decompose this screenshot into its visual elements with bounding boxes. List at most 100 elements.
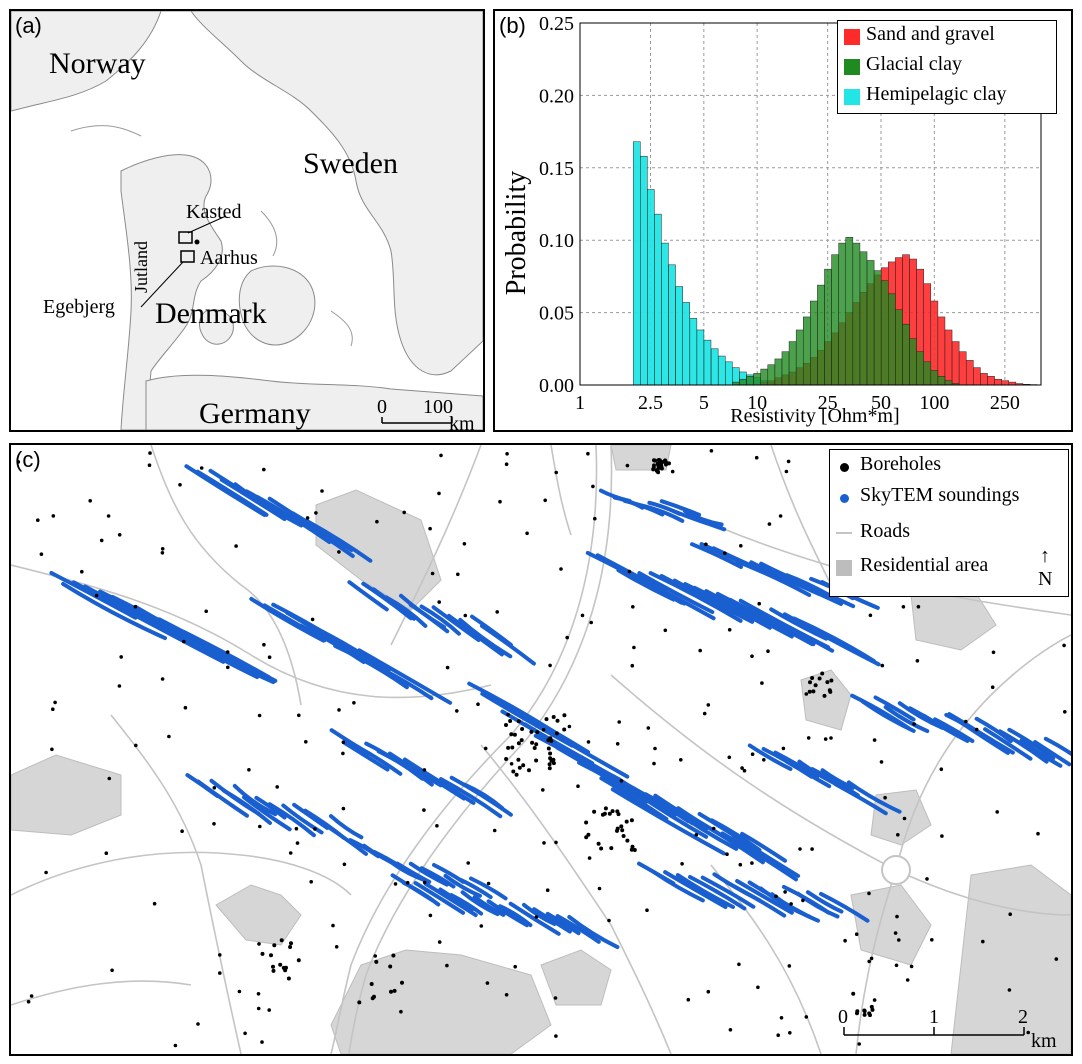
bar-glacial-clay bbox=[817, 284, 825, 386]
chart-panel-resistivity: 0.00 0.05 0.10 0.15 0.20 0.25 1 2.5 5 10 25 50 100 2… bbox=[493, 9, 1073, 432]
borehole-dot bbox=[511, 769, 516, 774]
borehole-dot bbox=[742, 768, 747, 773]
borehole-dot bbox=[548, 736, 553, 741]
borehole-dot bbox=[402, 510, 407, 515]
bar-sand-and-gravel bbox=[965, 360, 974, 386]
borehole-dot bbox=[630, 663, 635, 668]
borehole-dot bbox=[621, 834, 626, 838]
borehole-dot bbox=[783, 890, 787, 894]
borehole-dot bbox=[739, 544, 743, 548]
borehole-dot bbox=[798, 847, 802, 851]
x-tick-label: 25 bbox=[818, 392, 838, 414]
bar-glacial-clay bbox=[852, 242, 861, 386]
borehole-dot bbox=[587, 856, 592, 860]
borehole-dot bbox=[437, 600, 442, 604]
north-arrow-icon: ↑ bbox=[1040, 545, 1050, 567]
svg-text:100: 100 bbox=[423, 396, 453, 418]
borehole-dot bbox=[653, 746, 657, 751]
borehole-dot bbox=[905, 978, 910, 982]
borehole-dot bbox=[820, 671, 825, 676]
borehole-dot bbox=[152, 901, 157, 906]
borehole-dot bbox=[659, 466, 664, 471]
skytem-line bbox=[694, 517, 727, 532]
map-a-scale-bar: 0 100 km bbox=[377, 396, 475, 430]
bar-hemipelagic-clay bbox=[640, 155, 648, 386]
skytem-line bbox=[439, 777, 503, 819]
bar-hemipelagic-clay bbox=[661, 242, 669, 386]
skytem-line bbox=[408, 602, 450, 634]
borehole-dot bbox=[532, 746, 537, 750]
skytem-line bbox=[686, 813, 765, 865]
borehole-dot bbox=[843, 938, 847, 943]
borehole-dot bbox=[485, 981, 490, 985]
borehole-dot bbox=[897, 938, 901, 942]
bar-hemipelagic-clay bbox=[696, 329, 705, 386]
bar-glacial-clay bbox=[760, 368, 769, 386]
skytem-line bbox=[731, 833, 801, 878]
label-kasted: Kasted bbox=[186, 201, 242, 223]
borehole-dot bbox=[39, 552, 44, 556]
borehole-dot bbox=[1062, 643, 1066, 648]
borehole-dot bbox=[896, 833, 900, 837]
borehole-dot bbox=[584, 835, 589, 840]
borehole-dot bbox=[620, 828, 625, 833]
skytem-line bbox=[704, 589, 794, 639]
bar-glacial-clay bbox=[753, 373, 761, 386]
road bbox=[610, 674, 1071, 916]
borehole-dot bbox=[456, 572, 460, 577]
borehole-dot bbox=[337, 708, 341, 712]
borehole-dot bbox=[776, 1033, 780, 1037]
bar-hemipelagic-clay bbox=[717, 355, 726, 386]
borehole-dot bbox=[504, 993, 509, 997]
skytem-line bbox=[460, 890, 500, 917]
residential-areas bbox=[11, 445, 1071, 1054]
skytem-line bbox=[773, 571, 843, 606]
borehole-dot bbox=[706, 703, 711, 707]
skytem-line bbox=[805, 890, 844, 914]
borehole-dot bbox=[80, 569, 84, 574]
borehole-dot bbox=[455, 709, 459, 713]
borehole-dot bbox=[880, 663, 885, 668]
borehole-dot bbox=[554, 840, 558, 845]
borehole-dot bbox=[810, 847, 814, 851]
skytem-line bbox=[860, 699, 916, 733]
borehole-dot bbox=[341, 751, 345, 756]
map-panel-denmark: Norway Sweden Denmark Germany Jutland Ka… bbox=[9, 9, 485, 432]
borehole-dot bbox=[463, 613, 468, 618]
borehole-dot bbox=[548, 751, 553, 756]
borehole-dot bbox=[879, 760, 884, 764]
panel-label-a: (a) bbox=[15, 13, 42, 38]
borehole-dot bbox=[483, 746, 488, 751]
y-tick-label: 0.10 bbox=[539, 230, 574, 252]
borehole-dot bbox=[535, 730, 540, 735]
survey-legend: Boreholes SkyTEM soundings Roads Residen… bbox=[829, 449, 1069, 597]
skytem-line bbox=[353, 743, 403, 776]
borehole-dot bbox=[286, 976, 291, 981]
borehole-dot bbox=[226, 665, 230, 670]
skytem-line bbox=[508, 901, 561, 936]
svg-text:0: 0 bbox=[838, 1006, 848, 1028]
bar-glacial-clay bbox=[916, 351, 924, 386]
borehole-dot bbox=[862, 1009, 867, 1014]
borehole-dot bbox=[369, 982, 374, 986]
borehole-dot bbox=[709, 449, 714, 453]
skytem-line bbox=[545, 911, 581, 936]
skytem-line bbox=[408, 861, 449, 887]
borehole-dot bbox=[817, 676, 822, 681]
borehole-dot bbox=[737, 962, 741, 967]
borehole-dot bbox=[262, 467, 266, 472]
borehole-dot bbox=[1007, 988, 1012, 992]
skytem-line bbox=[395, 861, 432, 884]
borehole-dot bbox=[428, 913, 433, 918]
borehole-dot bbox=[498, 499, 502, 504]
borehole-dot bbox=[607, 811, 612, 816]
skytem-line bbox=[728, 597, 816, 647]
borehole-dot bbox=[754, 455, 759, 460]
borehole-dot bbox=[981, 939, 985, 944]
borehole-dot bbox=[521, 763, 526, 768]
borehole-dot bbox=[667, 461, 671, 466]
borehole-dot bbox=[787, 964, 792, 968]
borehole-dot bbox=[554, 470, 558, 475]
skytem-line bbox=[974, 716, 1013, 743]
skytem-line bbox=[599, 776, 669, 821]
